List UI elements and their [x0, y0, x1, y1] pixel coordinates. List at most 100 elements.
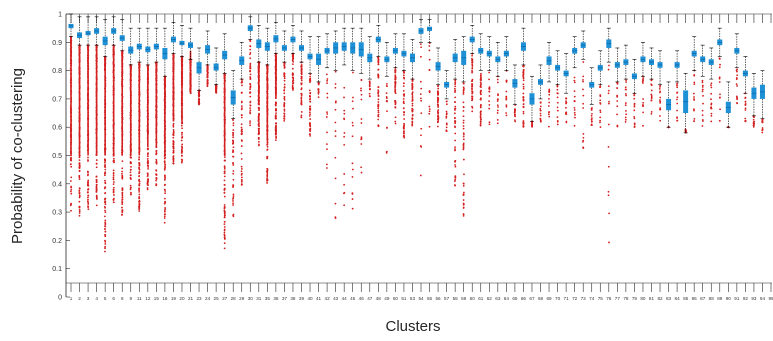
outlier-point — [104, 221, 107, 224]
outlier-point — [496, 81, 499, 84]
outlier-point — [309, 134, 312, 137]
outlier-point — [121, 192, 124, 195]
outlier-point — [232, 178, 235, 181]
outlier-point — [624, 102, 627, 104]
outlier-point — [138, 188, 140, 190]
outlier-point — [291, 80, 294, 83]
outlier-point — [309, 128, 311, 130]
outlier-point — [385, 97, 388, 100]
outlier-point — [625, 113, 628, 116]
outlier-point — [608, 212, 610, 215]
y-tick-label: 1 — [58, 12, 62, 19]
outlier-point — [121, 203, 124, 206]
outlier-point — [326, 148, 328, 150]
box-29 — [239, 41, 245, 186]
outlier-point — [556, 85, 559, 88]
outlier-point — [736, 102, 739, 105]
outlier-point — [300, 77, 303, 80]
outlier-point — [471, 106, 474, 109]
outlier-point — [718, 77, 721, 80]
outlier-point — [155, 150, 158, 153]
outlier-point — [189, 89, 192, 91]
outlier-point — [471, 85, 474, 88]
outlier-point — [574, 114, 576, 116]
outlier-point — [266, 179, 269, 182]
outlier-point — [275, 126, 277, 129]
outlier-point — [462, 91, 465, 94]
outlier-point — [129, 184, 132, 187]
box-38 — [290, 25, 296, 91]
outlier-point — [633, 126, 636, 128]
outlier-point — [377, 56, 379, 59]
outlier-point — [180, 124, 183, 127]
outlier-point — [163, 213, 166, 216]
outlier-point — [121, 191, 124, 194]
box-27 — [222, 33, 228, 250]
outlier-point — [266, 182, 268, 184]
box-72 — [572, 36, 578, 127]
outlier-point — [343, 112, 346, 115]
outlier-point — [402, 130, 405, 133]
outlier-point — [326, 92, 329, 95]
outlier-point — [343, 109, 346, 112]
outlier-point — [172, 160, 175, 163]
outlier-point — [360, 166, 363, 169]
box-89 — [717, 27, 723, 122]
outlier-point — [146, 188, 149, 191]
box-iqr — [213, 63, 219, 71]
outlier-point — [138, 162, 141, 165]
outlier-point — [488, 107, 491, 110]
outlier-point — [548, 93, 551, 96]
outlier-point — [624, 86, 627, 89]
outlier-point — [129, 177, 132, 180]
outlier-point — [428, 49, 431, 52]
outlier-point — [95, 175, 98, 178]
outlier-point — [402, 89, 405, 92]
outlier-point — [718, 119, 721, 122]
outlier-point — [420, 99, 423, 102]
outlier-point — [163, 167, 166, 170]
x-tick-label: 35 — [265, 296, 271, 301]
outlier-point — [599, 102, 602, 105]
outlier-point — [198, 91, 200, 94]
outlier-point — [591, 112, 593, 115]
outlier-point — [582, 75, 585, 78]
box-70 — [555, 50, 561, 126]
box-73 — [580, 30, 586, 150]
outlier-point — [87, 160, 89, 162]
outlier-point — [454, 126, 457, 129]
x-tick-label: 30 — [248, 296, 254, 301]
outlier-point — [172, 133, 175, 136]
box-28 — [230, 70, 236, 218]
outlier-point — [462, 127, 465, 130]
outlier-point — [428, 68, 431, 71]
y-tick-label: 0.8 — [52, 68, 62, 75]
outlier-point — [607, 194, 610, 197]
outlier-point — [565, 111, 568, 114]
outlier-point — [471, 83, 474, 85]
outlier-point — [479, 124, 482, 126]
outlier-point — [240, 170, 243, 173]
outlier-point — [351, 207, 354, 210]
outlier-point — [334, 121, 337, 124]
outlier-point — [121, 160, 124, 162]
outlier-point — [249, 45, 252, 47]
outlier-point — [258, 127, 260, 130]
x-tick-label: 68 — [538, 296, 544, 301]
outlier-point — [274, 115, 277, 118]
outlier-point — [676, 84, 678, 87]
outlier-point — [394, 116, 397, 119]
outlier-point — [138, 193, 141, 196]
outlier-point — [300, 93, 303, 95]
outlier-point — [223, 204, 226, 206]
outlier-point — [403, 118, 406, 120]
outlier-point — [428, 110, 431, 113]
outlier-point — [172, 140, 175, 142]
outlier-point — [462, 101, 465, 104]
outlier-point — [274, 139, 277, 141]
outlier-point — [701, 90, 704, 93]
outlier-point — [283, 108, 286, 111]
outlier-point — [454, 164, 456, 166]
outlier-point — [556, 123, 559, 126]
outlier-point — [616, 105, 619, 108]
